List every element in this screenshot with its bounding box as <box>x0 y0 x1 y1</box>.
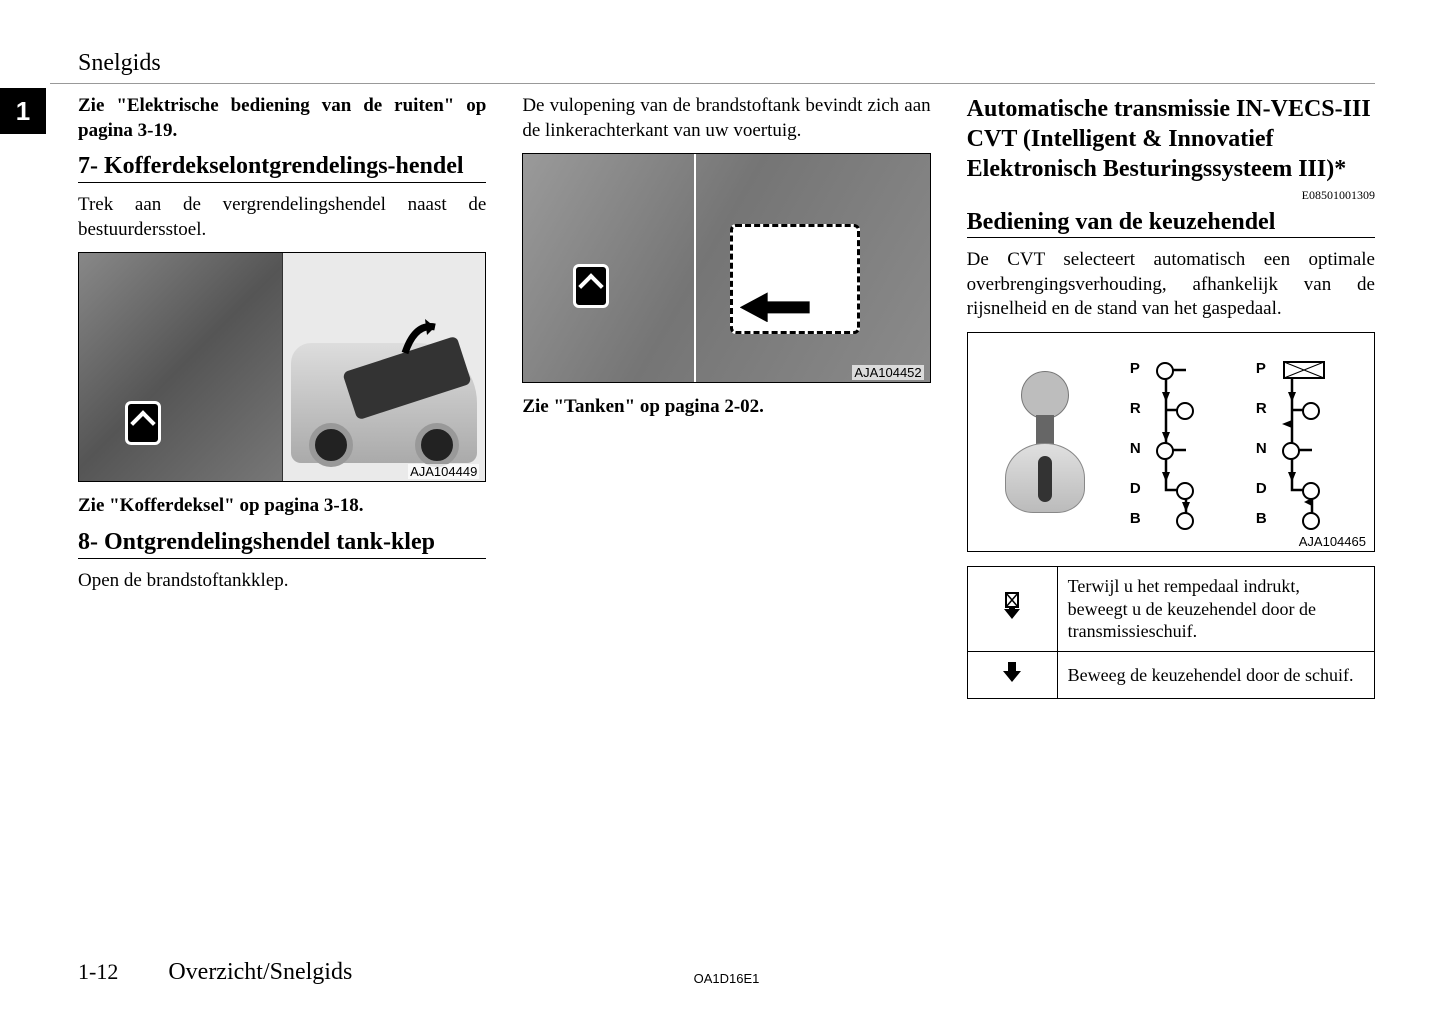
footer-doc-code: OA1D16E1 <box>694 971 760 986</box>
gate-node <box>1282 442 1300 460</box>
page-header-title: Snelgids <box>78 50 1375 77</box>
col3-body: De CVT selecteert automatisch een optima… <box>967 248 1375 322</box>
figure-code: AJA104465 <box>1297 534 1368 549</box>
column-3: Automatische transmissie IN-VECS-III CVT… <box>967 94 1375 699</box>
section-7-body: Trek aan de vergrendelingshendel naast d… <box>78 193 486 242</box>
figure-trunk-release: AJA104449 <box>78 252 486 482</box>
figure-gear-selector: P R N D B <box>967 332 1375 552</box>
gear-label-d: D <box>1130 480 1141 497</box>
curved-arrow-icon <box>395 313 445 363</box>
gear-label-r: R <box>1256 400 1267 417</box>
gate-node <box>1302 402 1320 420</box>
gear-diagram: P R N D B <box>968 333 1374 551</box>
document-page: 1 Snelgids Zie "Elektrische bediening va… <box>0 0 1445 1026</box>
footer-section-path: Overzicht/Snelgids <box>168 959 352 986</box>
gear-label-b: B <box>1130 510 1141 527</box>
col1-intro: Zie "Elektrische bediening van de ruiten… <box>78 94 486 143</box>
gear-label-p: P <box>1256 360 1266 377</box>
column-1: Zie "Elektrische bediening van de ruiten… <box>78 94 486 699</box>
gear-label-n: N <box>1130 440 1141 457</box>
gate-node <box>1176 402 1194 420</box>
knob-slot <box>1038 456 1052 502</box>
down-arrow-icon <box>1001 660 1023 684</box>
gear-label-n: N <box>1256 440 1267 457</box>
figure-left-half <box>79 253 282 481</box>
gate-node <box>1176 482 1194 500</box>
figure-right-half <box>282 253 486 481</box>
col2-reference: Zie "Tanken" op pagina 2-02. <box>522 395 930 420</box>
gate-node <box>1302 512 1320 530</box>
gear-knob-illustration <box>1000 371 1090 513</box>
chapter-tab: 1 <box>0 88 46 134</box>
table-cell-text: Terwijl u het rempedaal indrukt, beweegt… <box>1057 567 1374 652</box>
selector-instruction-table: Terwijl u het rempedaal indrukt, beweegt… <box>967 566 1375 699</box>
column-2: De vulopening van de brandstoftank bevin… <box>522 94 930 699</box>
table-row: Beweeg de keuzehendel door de schuif. <box>967 651 1374 699</box>
section-8-heading: 8- Ontgrendelingshendel tank-klep <box>78 529 486 559</box>
section-7-heading: 7- Kofferdekselontgrendelings-hendel <box>78 153 486 183</box>
selector-subheading: Bediening van de keuzehendel <box>967 209 1375 238</box>
brake-down-arrow-icon <box>999 591 1025 621</box>
up-arrow-icon <box>125 401 161 445</box>
gear-gate-left: P R N D B <box>1126 352 1216 532</box>
gear-label-b: B <box>1256 510 1267 527</box>
table-row: Terwijl u het rempedaal indrukt, beweegt… <box>967 567 1374 652</box>
col2-intro: De vulopening van de brandstoftank bevin… <box>522 94 930 143</box>
wheel-icon <box>415 423 459 467</box>
section-8-body: Open de brandstoftankklep. <box>78 569 486 594</box>
gear-label-d: D <box>1256 480 1267 497</box>
gate-node <box>1156 362 1174 380</box>
reference-code: E08501001309 <box>967 188 1375 203</box>
gate-node <box>1302 482 1320 500</box>
page-footer: 1-12 Overzicht/Snelgids OA1D16E1 <box>78 959 1375 986</box>
page-number: 1-12 <box>78 959 118 985</box>
gear-label-p: P <box>1130 360 1140 377</box>
knob-base <box>1005 443 1085 513</box>
figure-fuel-filler: AJA104452 <box>522 153 930 383</box>
section-7-reference: Zie "Kofferdeksel" op pagina 3-18. <box>78 494 486 519</box>
brake-arrow-icon-cell <box>967 567 1057 652</box>
wheel-icon <box>309 423 353 467</box>
figure-code: AJA104449 <box>408 464 479 479</box>
figure-divider <box>694 154 696 382</box>
gate-node <box>1156 442 1174 460</box>
table-cell-text: Beweeg de keuzehendel door de schuif. <box>1057 651 1374 699</box>
content-columns: Zie "Elektrische bediening van de ruiten… <box>78 94 1375 699</box>
fuel-door-outline <box>730 224 860 334</box>
gear-gate-right: P R N D B <box>1252 352 1342 532</box>
figure-code: AJA104452 <box>852 365 923 380</box>
header-rule <box>50 83 1375 84</box>
knob-head <box>1021 371 1069 419</box>
transmission-heading: Automatische transmissie IN-VECS-III CVT… <box>967 94 1375 184</box>
figure-split <box>79 253 485 481</box>
car-silhouette <box>291 343 478 463</box>
gate-node <box>1176 512 1194 530</box>
up-arrow-icon <box>573 264 609 308</box>
down-arrow-icon-cell <box>967 651 1057 699</box>
figure-body <box>523 154 929 382</box>
gear-label-r: R <box>1130 400 1141 417</box>
